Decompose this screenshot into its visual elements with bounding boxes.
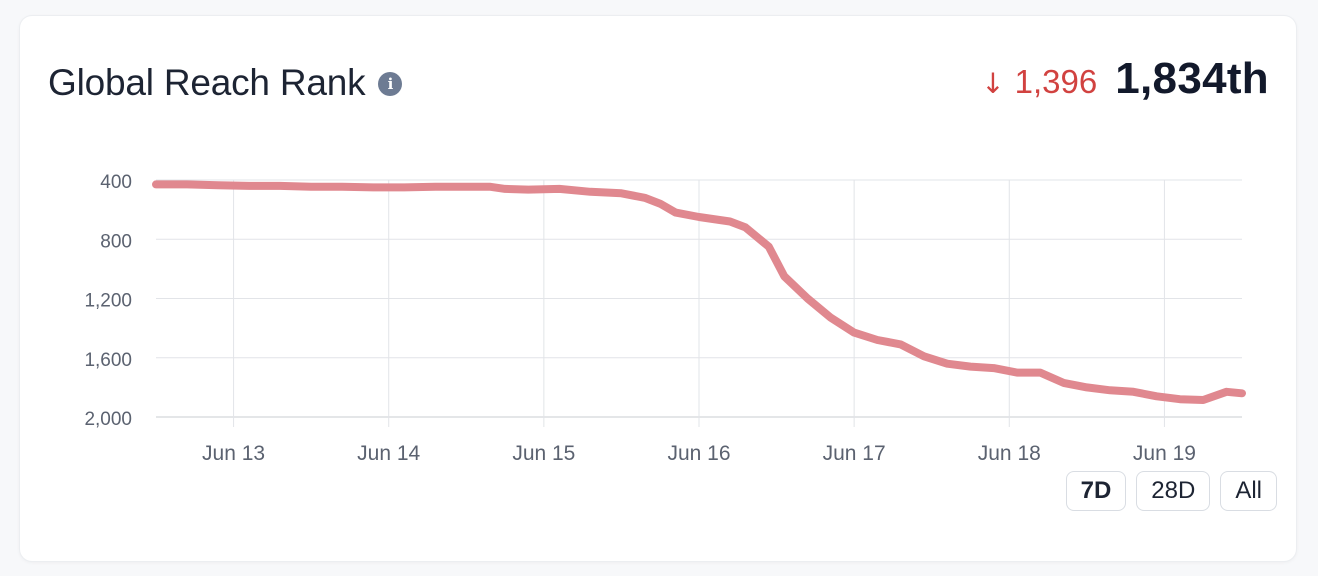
range-button-all[interactable]: All: [1220, 471, 1277, 511]
rank-change: ↓ 1,396: [981, 63, 1097, 101]
x-tick-label: Jun 13: [202, 442, 265, 465]
rank-line: [152, 180, 1246, 404]
y-tick-label: 1,600: [84, 350, 132, 371]
x-tick-label: Jun 17: [823, 442, 886, 465]
y-tick-label: 800: [100, 231, 132, 252]
info-icon[interactable]: i: [378, 72, 403, 96]
x-tick-label: Jun 19: [1133, 442, 1196, 465]
range-selector: 7D 28D All: [1065, 471, 1277, 511]
y-tick-label: 1,200: [84, 291, 132, 312]
y-tick-label: 400: [100, 172, 132, 193]
range-button-7d[interactable]: 7D: [1065, 471, 1127, 511]
x-tick-label: Jun 18: [978, 442, 1041, 465]
x-tick-label: Jun 14: [357, 442, 420, 465]
x-tick-label: Jun 15: [512, 442, 575, 465]
page-title: Global Reach Rank: [48, 62, 366, 103]
x-tick-label: Jun 16: [667, 442, 730, 465]
title-row: Global Reach Rank i: [48, 62, 403, 104]
rank-card: [20, 16, 1296, 561]
range-button-28d[interactable]: 28D: [1136, 471, 1211, 511]
rank-summary: ↓ 1,396 1,834th: [981, 54, 1269, 104]
current-rank: 1,834th: [1115, 54, 1269, 103]
arrow-down-icon: ↓: [981, 67, 1005, 100]
rank-change-value: 1,396: [1014, 63, 1098, 100]
y-tick-label: 2,000: [84, 409, 132, 430]
